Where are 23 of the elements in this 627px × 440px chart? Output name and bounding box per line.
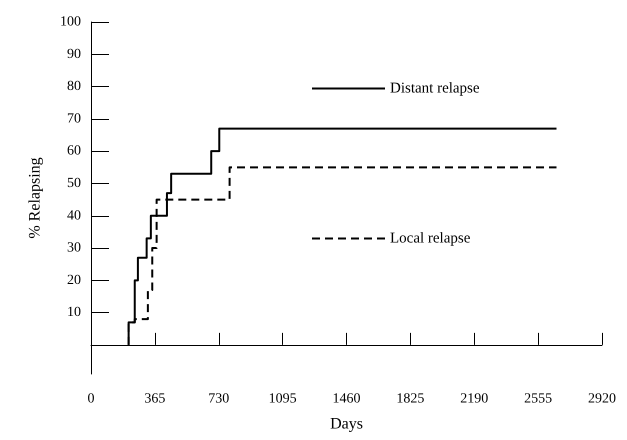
y-tick-label: 100 [60,14,81,30]
x-tick-label: 1095 [268,392,297,406]
x-tick-label: 1825 [396,392,424,406]
y-tick-label: 10 [67,305,81,320]
x-tick-label: 2555 [524,392,552,406]
x-tick-label: 730 [208,392,230,406]
y-tick-label: 50 [67,176,81,191]
x-tick-label: 2190 [460,392,488,406]
x-tick-label: 1460 [332,392,360,406]
y-tick-label: 40 [67,208,81,224]
y-tick-label: 20 [67,272,81,288]
y-axis-title: % Relapsing [26,157,44,239]
y-tick-label: 80 [67,79,81,94]
y-tick-label: 60 [67,144,81,159]
x-tick-label: 2920 [588,392,616,406]
y-tick-label: 90 [67,46,81,62]
x-axis-title: Days [330,416,363,432]
legend-label: Distant relapse [390,80,480,96]
y-tick-label: 30 [67,240,81,256]
x-tick-label: 365 [144,392,166,406]
legend-label: Local relapse [390,230,471,246]
y-tick-label: 70 [67,111,81,126]
x-tick-label: 0 [88,392,94,406]
